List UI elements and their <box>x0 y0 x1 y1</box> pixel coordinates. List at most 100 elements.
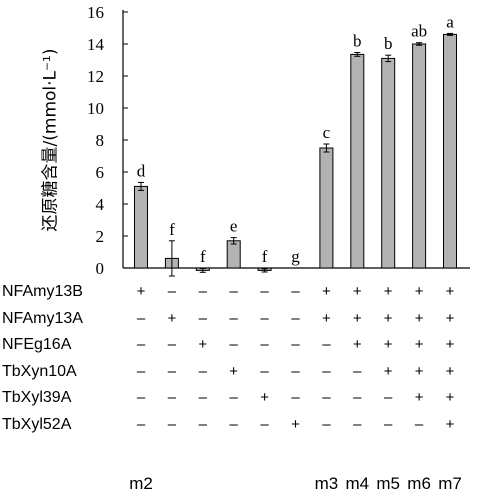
plus-mark: + <box>414 336 424 353</box>
minus-mark: – <box>229 336 238 353</box>
significance-letter: f <box>200 247 206 266</box>
minus-mark: – <box>167 415 177 433</box>
minus-mark: – <box>291 283 300 300</box>
minus-mark: – <box>198 283 207 300</box>
y-tick-label: 14 <box>87 35 105 54</box>
minus-mark: – <box>353 362 362 380</box>
minus-mark: – <box>167 283 177 300</box>
plus-mark: + <box>352 336 362 353</box>
minus-mark: – <box>353 415 362 433</box>
plus-mark: + <box>136 283 146 300</box>
plus-mark: + <box>352 309 362 327</box>
minus-mark: – <box>414 415 424 433</box>
y-tick-label: 8 <box>96 131 105 150</box>
minus-mark: – <box>167 389 177 406</box>
minus-mark: – <box>136 336 146 353</box>
minus-mark: – <box>136 389 146 406</box>
minus-mark: – <box>198 415 207 433</box>
y-axis-label: 还原糖含量/(mmol·L⁻¹) <box>40 48 61 232</box>
plus-mark: + <box>260 389 269 406</box>
significance-letter: d <box>137 161 146 180</box>
plus-mark: + <box>414 309 424 327</box>
bar <box>381 57 396 269</box>
plus-mark: + <box>229 362 239 380</box>
y-tick-label: 2 <box>96 227 105 246</box>
bar <box>350 53 365 269</box>
bar <box>226 240 241 269</box>
minus-mark: – <box>229 389 238 406</box>
mixture-label: m7 <box>438 474 462 493</box>
y-tick-label: 12 <box>87 67 104 86</box>
significance-letter: e <box>230 217 238 236</box>
y-tick-label: 6 <box>96 163 105 182</box>
plus-mark: + <box>352 283 362 300</box>
plus-mark: + <box>414 389 424 406</box>
mixture-label: m4 <box>345 474 370 493</box>
significance-letter: g <box>291 247 300 266</box>
minus-mark: – <box>260 309 269 327</box>
y-tick-label: 16 <box>87 3 104 22</box>
minus-mark: – <box>322 362 331 380</box>
mixture-label: m5 <box>376 474 400 493</box>
minus-mark: – <box>322 415 331 433</box>
plus-mark: + <box>198 336 208 353</box>
minus-mark: – <box>291 389 300 406</box>
minus-mark: – <box>291 309 300 327</box>
treatment-label: NFAmy13B <box>2 283 83 300</box>
minus-mark: – <box>198 389 207 406</box>
plus-mark: + <box>322 309 331 327</box>
treatment-label: NFEg16A <box>2 336 72 353</box>
treatment-label: TbXyl52A <box>2 415 72 433</box>
minus-mark: – <box>229 415 238 433</box>
minus-mark: – <box>291 362 300 380</box>
plus-mark: + <box>445 283 455 300</box>
minus-mark: – <box>260 362 269 380</box>
significance-letter: b <box>384 34 393 53</box>
minus-mark: – <box>322 389 331 406</box>
plus-mark: + <box>322 283 331 300</box>
plus-mark: + <box>445 309 455 327</box>
minus-mark: – <box>291 336 300 353</box>
treatment-label: TbXyn10A <box>2 362 77 380</box>
significance-letter: c <box>323 123 331 142</box>
mixture-label: m3 <box>314 474 339 493</box>
minus-mark: – <box>229 283 238 300</box>
plus-mark: + <box>167 309 177 327</box>
minus-mark: – <box>229 309 238 327</box>
y-tick-label: 4 <box>96 195 105 214</box>
minus-mark: – <box>260 415 269 433</box>
significance-letter: b <box>353 31 362 50</box>
significance-letter: f <box>169 220 175 239</box>
plus-mark: + <box>291 415 300 433</box>
plus-mark: + <box>445 336 455 353</box>
minus-mark: – <box>384 415 393 433</box>
plus-mark: + <box>383 283 393 300</box>
bar <box>319 147 334 269</box>
significance-letter: f <box>262 247 268 266</box>
plus-mark: + <box>445 362 455 380</box>
minus-mark: – <box>136 362 146 380</box>
minus-mark: – <box>353 389 362 406</box>
minus-mark: – <box>260 283 269 300</box>
minus-mark: – <box>167 362 177 380</box>
y-tick-label: 0 <box>96 259 105 278</box>
minus-mark: – <box>260 336 269 353</box>
plus-mark: + <box>445 415 455 433</box>
minus-mark: – <box>198 362 207 380</box>
minus-mark: – <box>384 389 393 406</box>
significance-letter: ab <box>411 22 427 41</box>
plus-mark: + <box>445 389 455 406</box>
minus-mark: – <box>167 336 177 353</box>
minus-mark: – <box>136 415 146 433</box>
significance-letter: a <box>446 12 454 31</box>
bar <box>134 185 148 269</box>
mixture-label: m6 <box>407 474 431 493</box>
minus-mark: – <box>198 309 207 327</box>
plus-mark: + <box>414 283 424 300</box>
y-tick-label: 10 <box>87 99 104 118</box>
plus-mark: + <box>383 362 393 380</box>
treatment-label: TbXyl39A <box>2 389 72 406</box>
minus-mark: – <box>136 309 146 327</box>
minus-mark: – <box>322 336 331 353</box>
